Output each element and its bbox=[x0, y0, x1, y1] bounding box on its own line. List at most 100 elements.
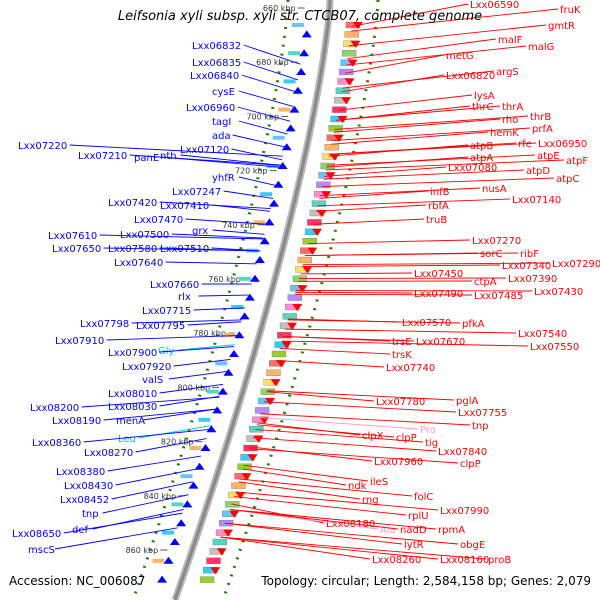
gene-label: Lxx07290 bbox=[552, 259, 600, 270]
label-leader-line bbox=[212, 229, 265, 235]
label-leader-line bbox=[317, 198, 511, 207]
label-leader-line bbox=[346, 45, 527, 66]
forward-gene-arrow bbox=[264, 218, 275, 226]
feature-box bbox=[266, 164, 279, 168]
label-leader-line bbox=[308, 239, 471, 245]
label-leader-line bbox=[107, 455, 202, 472]
gene-label: Lxx06820 bbox=[446, 71, 495, 82]
label-leader-line bbox=[263, 401, 457, 413]
label-leader-line bbox=[220, 536, 487, 560]
gene-label: Lxx07798 bbox=[80, 319, 129, 330]
gene-label: obgE bbox=[460, 540, 485, 551]
reverse-gene-arrow bbox=[276, 360, 287, 368]
gene-label: Lxx06950 bbox=[538, 139, 587, 150]
gene-label: prfA bbox=[532, 124, 553, 135]
feature-box bbox=[237, 463, 252, 470]
feature-box bbox=[278, 107, 291, 112]
gene-label: Lxx07660 bbox=[150, 280, 199, 291]
label-leader-line bbox=[220, 536, 439, 560]
reverse-gene-arrow bbox=[292, 304, 303, 311]
feature-box bbox=[283, 79, 296, 84]
label-leader-line bbox=[332, 127, 531, 141]
label-leader-line bbox=[312, 218, 425, 225]
gene-label: thrB bbox=[530, 112, 551, 123]
label-leader-line bbox=[135, 438, 207, 453]
gene-label: Lxx08190 bbox=[52, 416, 101, 427]
reverse-gene-arrow bbox=[241, 473, 252, 481]
feature-box bbox=[206, 389, 219, 394]
gene-label: Lxx07270 bbox=[472, 236, 521, 247]
label-leader-line bbox=[238, 120, 288, 135]
label-leader-line bbox=[266, 391, 375, 402]
forward-gene-arrow bbox=[217, 387, 228, 395]
label-leader-line bbox=[347, 38, 497, 60]
gene-label: Lxx07450 bbox=[414, 269, 463, 280]
gene-label: proB bbox=[488, 555, 511, 566]
label-leader-line bbox=[287, 318, 401, 323]
gene-label: ada bbox=[212, 131, 231, 142]
forward-gene-arrow bbox=[188, 481, 199, 489]
gene-label: Lxx07080 bbox=[448, 163, 497, 174]
gene-label: rho bbox=[502, 115, 518, 126]
reverse-gene-arrow bbox=[297, 285, 308, 293]
forward-gene-arrow bbox=[296, 68, 307, 75]
feature-box bbox=[180, 474, 193, 479]
gene-label: Lxx07470 bbox=[134, 215, 183, 226]
label-leader-line bbox=[142, 408, 216, 421]
feature-box bbox=[311, 200, 327, 207]
tick-label: 760 kbp bbox=[208, 275, 241, 284]
label-leader-line bbox=[160, 156, 281, 168]
forward-gene-arrow bbox=[169, 538, 180, 545]
label-leader-line bbox=[165, 261, 257, 265]
label-leader-line bbox=[334, 115, 529, 130]
label-leader-line bbox=[173, 359, 231, 367]
gene-label: nusA bbox=[482, 184, 507, 195]
label-leader-line bbox=[239, 478, 413, 497]
feature-box bbox=[341, 50, 357, 57]
label-leader-line bbox=[238, 481, 361, 500]
gene-label: rng bbox=[362, 495, 379, 506]
gene-label: Lxx07120 bbox=[180, 145, 229, 156]
label-leader-line bbox=[238, 90, 294, 107]
gene-label: Lxx07210 bbox=[78, 151, 127, 162]
feature-box bbox=[288, 51, 301, 56]
gene-label: nadD bbox=[400, 525, 427, 536]
gene-label: atpB bbox=[470, 141, 493, 152]
gene-label: ileS bbox=[370, 477, 388, 488]
label-leader-line bbox=[294, 293, 473, 296]
reverse-gene-arrow bbox=[316, 210, 327, 217]
feature-box bbox=[231, 305, 244, 309]
forward-gene-arrow bbox=[299, 49, 310, 57]
gene-label: Lxx07570 bbox=[402, 318, 451, 329]
gene-label: Lxx08452 bbox=[60, 495, 109, 506]
forward-gene-arrow bbox=[259, 237, 270, 245]
feature-box bbox=[152, 558, 165, 563]
label-leader-line bbox=[329, 142, 537, 155]
gene-label: Lxx08180 bbox=[326, 519, 375, 530]
label-leader-line bbox=[249, 446, 373, 462]
gene-label: Lxx07550 bbox=[530, 342, 579, 353]
gene-label: mscS bbox=[28, 545, 55, 556]
label-leader-line bbox=[99, 234, 264, 240]
label-leader-line bbox=[324, 166, 447, 177]
label-leader-line bbox=[178, 344, 235, 351]
label-leader-line bbox=[351, 3, 469, 27]
feature-box bbox=[189, 446, 202, 450]
gene-label: rpmA bbox=[438, 525, 465, 536]
gene-label: Lxx07420 bbox=[108, 198, 157, 209]
gene-label: Lxx06840 bbox=[190, 71, 239, 82]
feature-box bbox=[198, 417, 211, 422]
label-leader-line bbox=[243, 61, 298, 81]
gene-label: Lxx07920 bbox=[122, 362, 171, 373]
gene-label: gmtR bbox=[548, 21, 575, 32]
gene-label: Lxx07500 bbox=[120, 230, 169, 241]
label-leader-line bbox=[285, 328, 517, 334]
reverse-gene-arrow bbox=[259, 416, 270, 424]
forward-gene-arrow bbox=[249, 274, 260, 282]
forward-gene-arrow bbox=[273, 180, 284, 188]
genome-title: Leifsonia xyli subsp. xyli str. CTCB07, … bbox=[117, 9, 483, 24]
reverse-gene-arrow bbox=[265, 398, 276, 405]
label-leader-line bbox=[349, 24, 547, 47]
label-leader-line bbox=[198, 294, 249, 297]
